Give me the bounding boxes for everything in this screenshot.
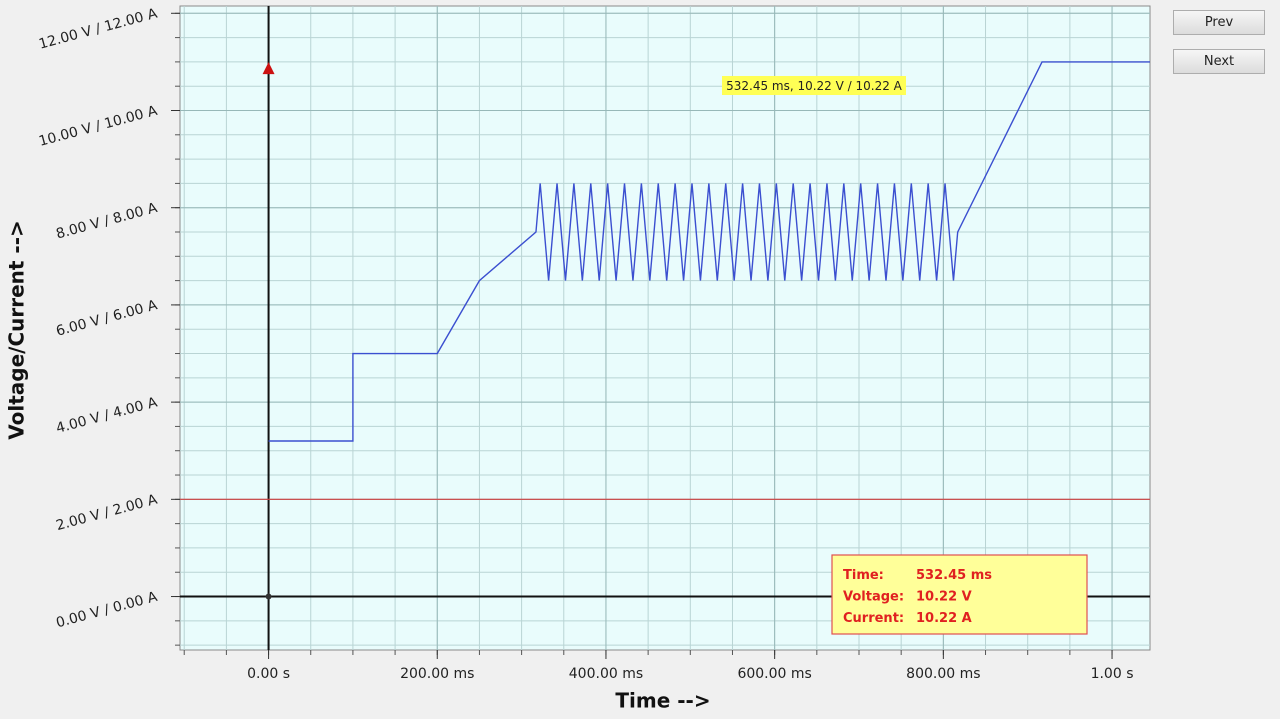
y-tick-label: 2.00 V / 2.00 A xyxy=(54,492,159,534)
y-tick-label: 8.00 V / 8.00 A xyxy=(54,200,159,242)
x-tick-label: 600.00 ms xyxy=(737,666,811,682)
y-tick-label: 12.00 V / 12.00 A xyxy=(37,6,159,53)
x-tick-label: 0.00 s xyxy=(247,666,290,682)
info-label: Current: xyxy=(843,611,904,626)
info-value: 532.45 ms xyxy=(916,568,992,583)
x-tick-label: 400.00 ms xyxy=(569,666,643,682)
y-tick-label: 10.00 V / 10.00 A xyxy=(37,103,159,150)
info-value: 10.22 V xyxy=(916,590,972,605)
plot-area xyxy=(179,5,1151,651)
cursor-marker xyxy=(262,62,275,75)
tooltip-text: 532.45 ms, 10.22 V / 10.22 A xyxy=(726,79,903,93)
info-label: Time: xyxy=(843,568,884,583)
next-button[interactable]: Next xyxy=(1173,49,1265,74)
y-tick-label: 6.00 V / 6.00 A xyxy=(54,297,159,339)
origin-dot xyxy=(265,593,272,600)
y-axis-label: Voltage/Current --> xyxy=(5,220,29,440)
tooltip-box xyxy=(722,76,906,95)
info-value: 10.22 A xyxy=(916,611,972,626)
info-box xyxy=(831,554,1088,635)
x-tick-label: 800.00 ms xyxy=(906,666,980,682)
info-label: Voltage: xyxy=(843,590,904,605)
signal-line xyxy=(268,61,1150,442)
chart: Voltage/Current --> Time --> 0.00 s 200.0… xyxy=(5,5,1151,713)
y-tick-label: 4.00 V / 4.00 A xyxy=(54,394,159,436)
x-tick-label: 1.00 s xyxy=(1091,666,1134,682)
y-tick-label: 0.00 V / 0.00 A xyxy=(54,589,159,631)
prev-button[interactable]: Prev xyxy=(1173,10,1265,35)
x-axis-label: Time --> xyxy=(615,689,710,713)
x-tick-label: 200.00 ms xyxy=(400,666,474,682)
